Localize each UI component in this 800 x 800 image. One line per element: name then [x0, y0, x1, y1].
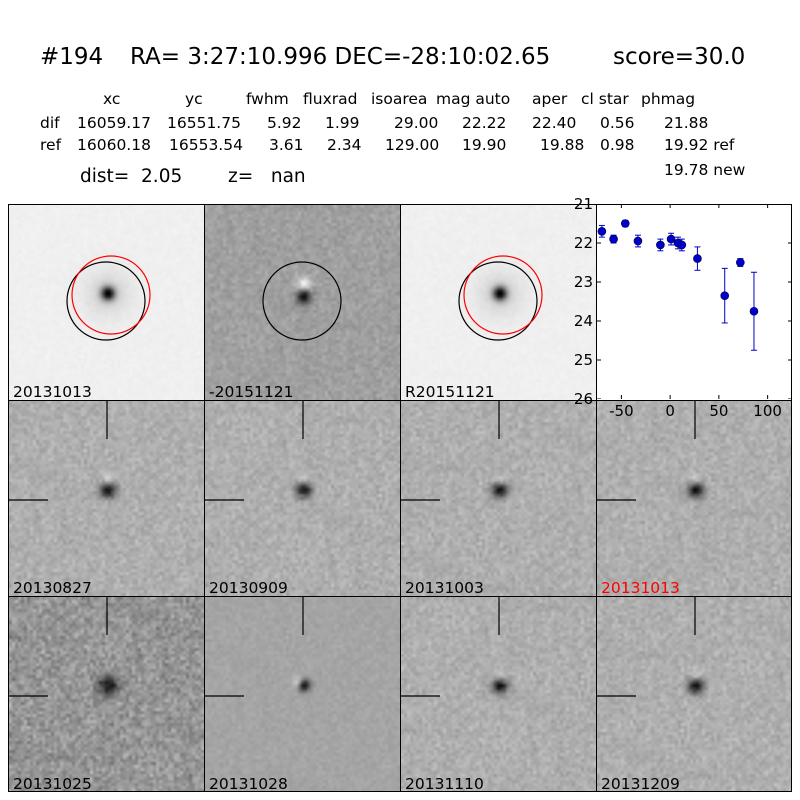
cell: 22.40 — [532, 114, 577, 132]
cell: 16553.54 — [169, 136, 243, 154]
light-curve-chart — [597, 204, 792, 399]
y-tick-label: 25 — [573, 351, 593, 369]
cell: 5.92 — [267, 114, 302, 132]
x-tick-label: 100 — [753, 402, 782, 420]
row-label: ref — [40, 136, 62, 154]
col-header: mag auto — [436, 90, 511, 108]
x-tick-label: -50 — [609, 402, 634, 420]
col-header: fluxrad — [303, 90, 358, 108]
data-point — [620, 219, 630, 228]
cell: 0.98 — [600, 136, 635, 154]
image-stamp: -20151121 — [205, 205, 400, 400]
cell: 1.99 — [325, 114, 360, 132]
panel-date-label: 20131013 — [601, 579, 680, 596]
col-header: cl star — [581, 90, 629, 108]
y-tick-label: 23 — [573, 273, 593, 291]
cell: 19.90 — [462, 136, 507, 154]
cell: 19.92 ref — [664, 136, 735, 154]
panel-date-label: 20131013 — [13, 383, 92, 400]
x-tick-label: 0 — [665, 402, 675, 420]
y-tick-label: 24 — [573, 312, 593, 330]
z-value: z= nan — [228, 166, 306, 187]
image-stamp: 20131110 — [401, 597, 596, 792]
x-tick-label: 50 — [709, 402, 729, 420]
panel-date-label: 20131028 — [209, 775, 288, 792]
panel-date-label: 20131003 — [405, 579, 484, 596]
cell: 19.88 — [540, 136, 585, 154]
dist-value: dist= 2.05 — [80, 166, 183, 187]
panel-date-label: R20151121 — [405, 383, 495, 400]
panel-date-label: 20131110 — [405, 775, 484, 792]
image-stamp: 20131209 — [597, 597, 792, 792]
page-title: #194 RA= 3:27:10.996 DEC=-28:10:02.65 sc… — [0, 40, 800, 74]
reference-circle — [463, 255, 543, 335]
panel-date-label: 20131025 — [13, 775, 92, 792]
cell: 21.88 — [664, 114, 709, 132]
y-tick-label: 21 — [573, 195, 593, 213]
row-label: dif — [40, 114, 60, 132]
data-point — [609, 234, 618, 244]
col-header: phmag — [641, 90, 696, 108]
panel-date-label: -20151121 — [209, 383, 294, 400]
panel-date-label: 20131209 — [601, 775, 680, 792]
cell: 2.34 — [327, 136, 362, 154]
image-stamp: 20131013 — [597, 401, 792, 596]
cell: 16551.75 — [167, 114, 241, 132]
cell: 16060.18 — [77, 136, 151, 154]
cell: 0.56 — [600, 114, 635, 132]
cell: 16059.17 — [77, 114, 151, 132]
col-header: yc — [185, 90, 203, 108]
image-stamp: 20130909 — [205, 401, 400, 596]
panel-date-label: 20130827 — [13, 579, 92, 596]
candidate-id: #194 — [40, 44, 104, 70]
reference-circle — [71, 255, 151, 335]
col-header: aper — [532, 90, 568, 108]
image-stamp: 20130827 — [9, 401, 204, 596]
cell: 29.00 — [394, 114, 439, 132]
cell: 22.22 — [462, 114, 507, 132]
data-point — [736, 258, 745, 267]
y-tick-label: 26 — [573, 390, 593, 408]
cell: 3.61 — [269, 136, 304, 154]
image-stamp: 20131025 — [9, 597, 204, 792]
panel-date-label: 20130909 — [209, 579, 288, 596]
cell: 129.00 — [385, 136, 440, 154]
y-tick-label: 22 — [573, 234, 593, 252]
coordinates: RA= 3:27:10.996 DEC=-28:10:02.65 — [130, 44, 551, 70]
col-header: xc — [103, 90, 121, 108]
score: score=30.0 — [613, 44, 746, 70]
phmag-new: 19.78 new — [664, 161, 746, 179]
col-header: fwhm — [246, 90, 289, 108]
col-header: isoarea — [371, 90, 428, 108]
image-stamp: 20131028 — [205, 597, 400, 792]
aperture-circle — [262, 261, 342, 341]
image-stamp: 20131003 — [401, 401, 596, 596]
image-stamp: 20131013 — [9, 205, 204, 400]
stats-table: xc yc fwhm fluxrad isoarea mag auto aper… — [0, 0, 800, 200]
